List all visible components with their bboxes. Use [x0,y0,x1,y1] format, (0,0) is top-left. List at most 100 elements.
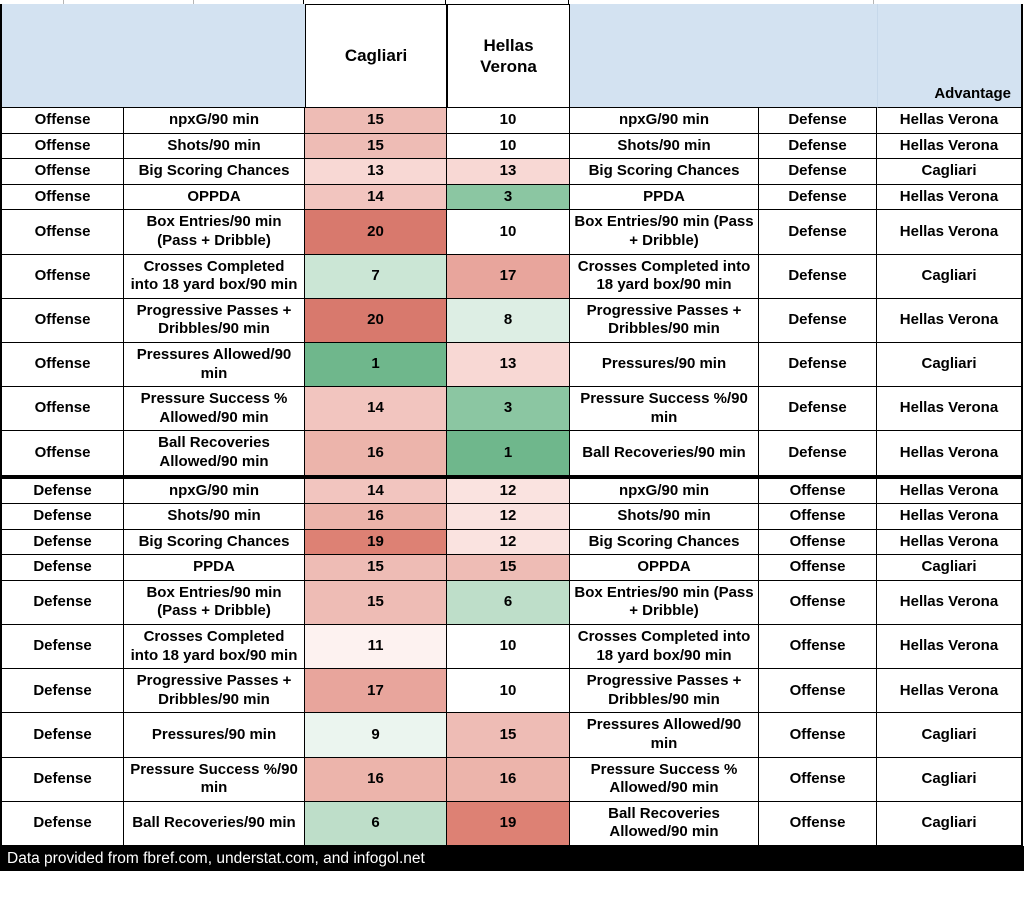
cell-right-side: Defense [759,108,877,134]
table-header-row: Cagliari Hellas Verona Advantage [2,4,1024,108]
cell-right-side: Defense [759,387,877,432]
cell-left-side: Defense [2,713,124,758]
cell-metric-left: PPDA [124,555,305,581]
cell-left-side: Defense [2,555,124,581]
cell-team2-rank: 10 [447,669,570,714]
cell-metric-left: Progressive Passes + Dribbles/90 min [124,669,305,714]
table-row: Offense Crosses Completed into 18 yard b… [2,254,1024,299]
cell-team2-rank: 13 [447,159,570,185]
cell-metric-left: Box Entries/90 min (Pass + Dribble) [124,580,305,626]
table-row: Defense Box Entries/90 min (Pass + Dribb… [2,580,1024,626]
cell-advantage: Cagliari [877,159,1023,185]
cell-metric-left: Crosses Completed into 18 yard box/90 mi… [124,625,305,670]
table-row: Offense Big Scoring Chances 13 13 Big Sc… [2,159,1024,185]
cell-right-side: Defense [759,431,877,476]
cell-metric-right: Ball Recoveries Allowed/90 min [570,801,759,846]
cell-right-side: Defense [759,159,877,185]
cell-left-side: Defense [2,669,124,714]
cell-metric-right: Big Scoring Chances [570,529,759,556]
cell-team2-rank: 3 [447,184,570,211]
cell-right-side: Offense [759,801,877,846]
cell-metric-left: Pressures/90 min [124,713,305,758]
cell-advantage: Hellas Verona [877,669,1023,714]
cell-right-side: Offense [759,669,877,714]
cell-team2-rank: 15 [447,555,570,581]
top-gridline-strip [0,0,1023,4]
table-row: Defense Ball Recoveries/90 min 6 19 Ball… [2,801,1024,846]
cell-left-side: Offense [2,133,124,160]
cell-right-side: Offense [759,757,877,802]
header-advantage: Advantage [877,4,1023,108]
cell-team2-rank: 17 [447,254,570,299]
cell-metric-left: Shots/90 min [124,133,305,160]
cell-advantage: Cagliari [877,342,1023,388]
cell-metric-left: Shots/90 min [124,504,305,530]
cell-team1-rank: 16 [305,757,447,802]
cell-team2-rank: 15 [447,713,570,758]
cell-advantage: Hellas Verona [877,580,1023,626]
cell-team1-rank: 17 [305,669,447,714]
cell-advantage: Hellas Verona [877,625,1023,670]
table-row: Offense Ball Recoveries Allowed/90 min 1… [2,431,1024,476]
cell-team1-rank: 14 [305,184,447,211]
cell-metric-right: Pressure Success % Allowed/90 min [570,757,759,802]
cell-team1-rank: 6 [305,801,447,846]
cell-team1-rank: 11 [305,625,447,670]
cell-advantage: Hellas Verona [877,529,1023,556]
cell-metric-right: Box Entries/90 min (Pass + Dribble) [570,580,759,626]
cell-metric-left: Ball Recoveries Allowed/90 min [124,431,305,476]
table-row: Defense Pressures/90 min 9 15 Pressures … [2,713,1024,758]
table-row: Offense OPPDA 14 3 PPDA Defense Hellas V… [2,184,1024,211]
cell-metric-left: Box Entries/90 min (Pass + Dribble) [124,210,305,255]
cell-metric-left: Pressures Allowed/90 min [124,342,305,388]
cell-team2-rank: 12 [447,504,570,530]
table-row: Offense Box Entries/90 min (Pass + Dribb… [2,210,1024,255]
cell-right-side: Defense [759,342,877,388]
cell-metric-left: OPPDA [124,184,305,211]
cell-metric-right: Shots/90 min [570,133,759,160]
cell-left-side: Offense [2,184,124,211]
cell-right-side: Offense [759,555,877,581]
cell-right-side: Offense [759,580,877,626]
table-body: Offense npxG/90 min 15 10 npxG/90 min De… [2,108,1024,846]
cell-team1-rank: 14 [305,475,447,505]
cell-team1-rank: 9 [305,713,447,758]
table-row: Offense Pressure Success % Allowed/90 mi… [2,387,1024,432]
cell-team1-rank: 15 [305,580,447,626]
cell-advantage: Cagliari [877,757,1023,802]
cell-team1-rank: 13 [305,159,447,185]
cell-right-side: Offense [759,504,877,530]
comparison-graphic: Cagliari Hellas Verona Advantage Offense… [0,0,1024,871]
cell-advantage: Cagliari [877,801,1023,846]
cell-right-side: Defense [759,184,877,211]
header-blank-right [570,4,877,108]
cell-left-side: Offense [2,342,124,388]
cell-metric-right: Pressure Success %/90 min [570,387,759,432]
cell-left-side: Offense [2,254,124,299]
cell-advantage: Hellas Verona [877,298,1023,343]
table-row: Offense Shots/90 min 15 10 Shots/90 min … [2,133,1024,160]
header-blank-left [2,4,305,108]
cell-metric-right: Shots/90 min [570,504,759,530]
cell-left-side: Offense [2,210,124,255]
cell-team1-rank: 7 [305,254,447,299]
cell-team1-rank: 15 [305,133,447,160]
cell-right-side: Defense [759,133,877,160]
cell-team1-rank: 14 [305,387,447,432]
cell-team1-rank: 15 [305,555,447,581]
cell-metric-left: Pressure Success %/90 min [124,757,305,802]
cell-team2-rank: 12 [447,529,570,556]
cell-right-side: Offense [759,529,877,556]
cell-team2-rank: 10 [447,108,570,134]
cell-team1-rank: 15 [305,108,447,134]
table-row: Defense PPDA 15 15 OPPDA Offense Cagliar… [2,555,1024,581]
cell-metric-right: Progressive Passes + Dribbles/90 min [570,669,759,714]
cell-metric-right: Crosses Completed into 18 yard box/90 mi… [570,254,759,299]
cell-metric-left: Pressure Success % Allowed/90 min [124,387,305,432]
cell-team2-rank: 6 [447,580,570,626]
table-row: Defense Shots/90 min 16 12 Shots/90 min … [2,504,1024,530]
source-attribution-text: Data provided from fbref.com, understat.… [7,849,425,867]
cell-advantage: Hellas Verona [877,431,1023,476]
cell-metric-right: Progressive Passes + Dribbles/90 min [570,298,759,343]
cell-team2-rank: 10 [447,210,570,255]
